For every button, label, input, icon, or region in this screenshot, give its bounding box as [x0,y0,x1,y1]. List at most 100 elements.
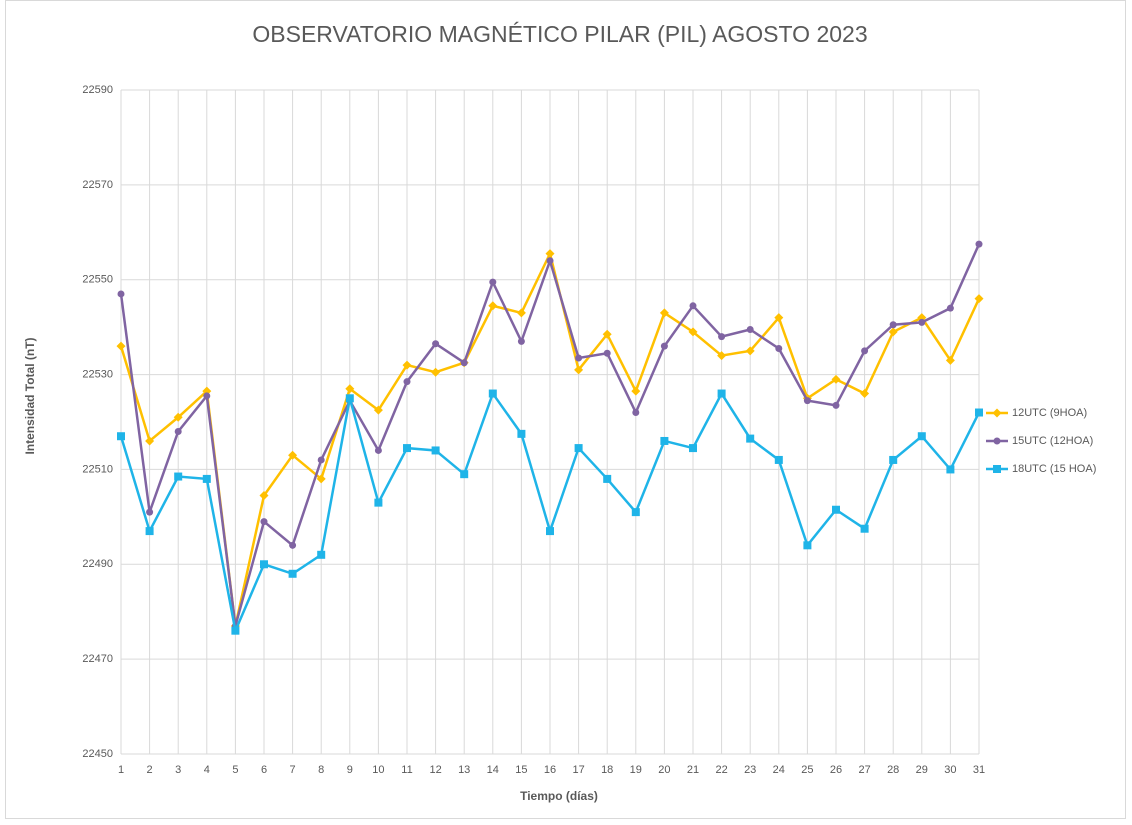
marker [488,389,497,398]
marker [689,302,697,310]
marker [260,560,268,569]
marker [975,240,983,248]
marker [460,359,468,367]
x-tick-label: 25 [801,764,813,776]
x-tick-label: 6 [261,764,267,776]
x-tick-label: 11 [401,764,412,776]
x-tick-label: 12 [429,764,441,776]
x-tick-label: 3 [175,764,181,776]
chart-frame [5,0,1126,819]
marker [316,474,326,484]
x-tick-label: 2 [147,764,153,776]
marker [832,401,840,409]
marker [517,337,525,345]
marker [803,397,811,405]
marker [574,444,583,453]
marker [545,249,555,259]
x-tick-label: 4 [204,764,210,776]
marker [946,465,955,474]
y-tick-label: 22530 [82,368,113,380]
y-tick-label: 22470 [82,653,113,665]
marker [631,508,640,517]
x-tick-label: 24 [773,764,785,776]
marker [602,329,612,339]
x-tick-label: 8 [318,764,324,776]
marker [173,412,183,422]
marker [431,367,441,377]
marker [945,355,955,365]
marker [145,436,155,446]
x-tick-label: 18 [601,764,613,776]
x-tick-label: 15 [515,764,527,776]
marker [345,394,354,403]
y-tick-label: 22590 [82,84,113,96]
legend-label: 12UTC (9HOA) [1012,407,1087,419]
x-tick-label: 29 [916,764,928,776]
marker [546,527,554,536]
marker [889,321,897,329]
chart-title: OBSERVATORIO MAGNÉTICO PILAR (PIL) AGOST… [252,21,867,47]
x-tick-label: 17 [572,764,584,776]
x-tick-label: 19 [630,764,642,776]
marker [718,333,726,341]
marker [117,290,125,298]
marker [546,257,554,265]
marker [745,346,755,356]
marker [289,541,297,549]
x-tick-label: 26 [830,764,842,776]
marker [717,351,727,361]
marker [431,446,440,455]
marker [775,344,783,352]
marker [317,550,326,559]
marker [403,444,411,453]
marker [631,386,641,396]
x-tick-label: 10 [372,764,384,776]
x-tick-label: 9 [347,764,353,776]
marker [260,518,268,526]
y-tick-label: 22550 [82,274,113,286]
marker [746,434,755,443]
x-tick-label: 30 [944,764,956,776]
marker [202,474,211,483]
marker [860,389,870,399]
marker [860,524,869,533]
y-tick-label: 22510 [82,463,113,475]
marker [660,436,669,445]
marker [489,278,497,286]
marker [116,341,126,351]
marker [918,318,926,326]
y-tick-label: 22570 [82,179,113,191]
marker [488,301,498,311]
marker [717,389,726,398]
marker [317,456,325,464]
marker [832,505,840,514]
x-tick-label: 13 [458,764,470,776]
marker [993,437,1001,445]
y-axis-label: Intensidad Total (nT) [23,337,37,454]
marker [259,491,269,501]
marker [374,446,382,454]
marker [974,294,984,304]
marker [345,384,355,394]
marker [402,360,412,370]
marker [373,405,383,415]
marker [203,392,211,400]
marker [993,465,1001,473]
marker [231,626,240,635]
marker [432,340,440,348]
x-tick-label: 31 [973,764,985,776]
x-tick-label: 1 [118,764,124,776]
marker [145,527,154,536]
marker [659,308,669,318]
marker [660,342,668,350]
marker [146,508,154,516]
x-tick-label: 27 [858,764,870,776]
legend-label: 15UTC (12HOA) [1012,435,1093,447]
x-tick-label: 7 [290,764,296,776]
marker [803,541,812,550]
x-tick-label: 14 [487,764,499,776]
marker [861,347,869,355]
marker [288,569,297,578]
marker [603,474,612,483]
